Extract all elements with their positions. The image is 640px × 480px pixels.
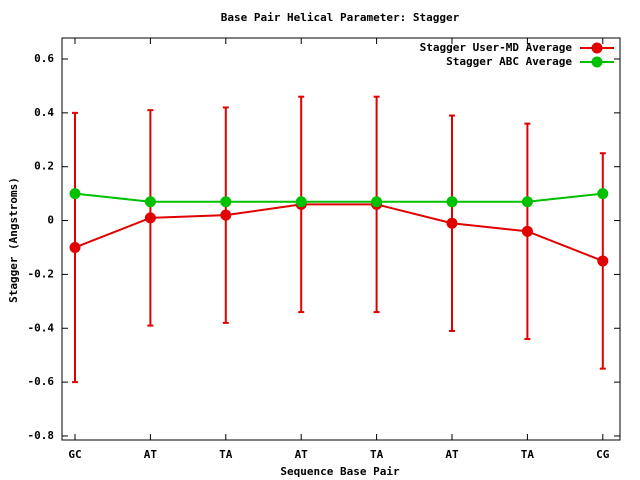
y-axis-label: Stagger (Angstroms) <box>7 177 20 303</box>
point <box>220 196 232 208</box>
x-tick-label: AT <box>144 448 158 461</box>
point <box>371 196 383 208</box>
plot-frame <box>61 37 621 441</box>
point <box>144 212 156 224</box>
legend-label: Stagger User-MD Average <box>420 41 573 54</box>
x-tick-label: TA <box>370 448 384 461</box>
y-tick-label: -0.6 <box>28 375 55 388</box>
point <box>521 196 533 208</box>
y-tick-label: 0.6 <box>34 52 54 65</box>
point <box>597 255 609 267</box>
point <box>295 196 307 208</box>
chart-title: Base Pair Helical Parameter: Stagger <box>221 11 460 24</box>
point <box>220 209 232 221</box>
point <box>446 217 458 229</box>
legend-marker <box>591 56 603 68</box>
x-tick-label: CG <box>596 448 610 461</box>
x-tick-label: GC <box>68 448 81 461</box>
x-tick-label: AT <box>295 448 309 461</box>
y-tick-label: -0.2 <box>28 267 55 280</box>
series-line <box>74 192 603 203</box>
x-tick-label: AT <box>445 448 459 461</box>
series-line <box>74 203 604 262</box>
point <box>144 196 156 208</box>
point <box>69 241 81 253</box>
x-tick-label: TA <box>219 448 233 461</box>
y-tick-label: -0.4 <box>28 321 55 334</box>
y-tick-label: 0.2 <box>34 160 54 173</box>
point <box>446 196 458 208</box>
y-tick-label: -0.8 <box>28 429 55 442</box>
point <box>521 225 533 237</box>
point <box>69 188 81 200</box>
y-tick-label: 0.4 <box>34 106 54 119</box>
y-tick-label: 0 <box>47 214 54 227</box>
legend-label: Stagger ABC Average <box>446 55 572 68</box>
legend-marker <box>591 42 603 54</box>
x-tick-label: TA <box>521 448 535 461</box>
x-axis-label: Sequence Base Pair <box>280 465 400 478</box>
point <box>597 188 609 200</box>
